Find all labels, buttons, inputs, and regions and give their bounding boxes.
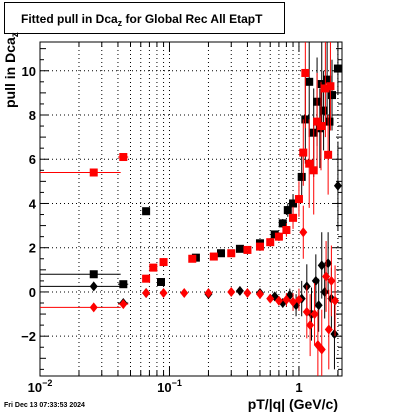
data-point-square [89, 270, 98, 279]
plot-area [40, 42, 342, 376]
data-point-diamond [299, 227, 308, 238]
data-point-square [297, 172, 306, 181]
data-point-diamond [159, 288, 168, 299]
data-point-diamond [289, 296, 298, 307]
data-point-square [294, 195, 303, 204]
data-point-diamond [274, 295, 283, 306]
x-tick-label: 1 [295, 380, 302, 395]
data-point-diamond [314, 300, 323, 311]
x-tick-label: 10−2 [28, 378, 53, 395]
data-point-square [326, 82, 335, 91]
data-point-square [305, 159, 314, 168]
data-point-square [283, 206, 292, 215]
data-point-square [324, 150, 333, 159]
y-axis-label: pull in Dcaz [2, 32, 21, 108]
data-point-diamond [330, 328, 339, 339]
data-point-square [282, 226, 291, 235]
x-axis-label: pT/|q| (GeV/c) [247, 396, 338, 412]
y-tick-label: 6 [29, 152, 36, 167]
data-point-diamond [322, 271, 331, 282]
y-tick-label: 4 [29, 196, 37, 211]
data-point-square [309, 166, 318, 175]
data-point-diamond [204, 288, 213, 299]
data-point-square [159, 258, 168, 267]
data-point-square [274, 232, 283, 241]
data-point-square [270, 230, 279, 239]
data-point-square [142, 207, 151, 216]
data-point-diamond [89, 281, 98, 292]
data-point-diamond [331, 295, 340, 306]
data-point-diamond [302, 306, 311, 317]
data-point-diamond [306, 320, 315, 331]
data-point-square [156, 277, 165, 286]
data-point-diamond [255, 289, 264, 300]
data-point-diamond [333, 180, 342, 191]
data-point-square [119, 153, 128, 162]
data-point-square [333, 64, 342, 73]
data-point-square [299, 148, 308, 157]
data-point-square [209, 252, 218, 261]
y-tick-label: 0 [29, 285, 36, 300]
y-tick-label: 2 [29, 241, 36, 256]
data-point-square [325, 117, 334, 126]
data-point-square [149, 263, 158, 272]
data-point-diamond [89, 302, 98, 313]
plot-title: Fitted pull in Dcaz for Global Rec All E… [21, 12, 263, 28]
data-point-square [301, 68, 310, 77]
data-point-square [305, 77, 314, 86]
data-point-square [89, 168, 98, 177]
data-point-square [289, 199, 298, 208]
data-point-diamond [317, 260, 326, 271]
data-point-diamond [243, 288, 252, 299]
x-tick-label: 10−1 [157, 378, 182, 395]
data-point-diamond [180, 288, 189, 299]
data-point-square [255, 242, 264, 251]
data-point-square [317, 80, 326, 89]
data-point-square [319, 106, 328, 115]
plot-title-box: Fitted pull in Dcaz for Global Rec All E… [4, 2, 285, 34]
data-point-square [235, 244, 244, 253]
data-point-diamond [294, 294, 303, 305]
data-point-diamond [327, 275, 336, 286]
data-point-square [243, 245, 252, 254]
data-point-diamond [310, 309, 319, 320]
y-tick-label: 8 [29, 108, 36, 123]
data-point-diamond [266, 293, 275, 304]
data-point-diamond [142, 288, 151, 299]
data-point-square [323, 75, 332, 84]
data-point-diamond [227, 286, 236, 297]
data-point-diamond [317, 344, 326, 355]
data-point-diamond [320, 286, 329, 297]
timestamp: Fri Dec 13 07:33:53 2024 [4, 402, 85, 409]
data-point-square [119, 280, 128, 289]
data-point-square [227, 249, 236, 258]
data-point-square [142, 274, 151, 283]
y-tick-label: 10 [22, 64, 36, 79]
data-point-diamond [324, 324, 333, 335]
data-point-square [328, 91, 337, 100]
data-point-diamond [282, 294, 291, 305]
data-point-diamond [311, 275, 320, 286]
plot-frame [39, 41, 343, 377]
data-point-square [317, 122, 326, 131]
data-point-square [217, 249, 226, 258]
y-tick-label: −2 [21, 329, 36, 344]
data-point-square [321, 84, 330, 93]
data-point-diamond [119, 299, 128, 310]
data-point-square [313, 117, 322, 126]
data-point-diamond [235, 285, 244, 296]
data-point-square [266, 238, 275, 247]
data-point-square [278, 219, 287, 228]
data-point-square [289, 213, 298, 222]
data-point-square [188, 254, 197, 263]
